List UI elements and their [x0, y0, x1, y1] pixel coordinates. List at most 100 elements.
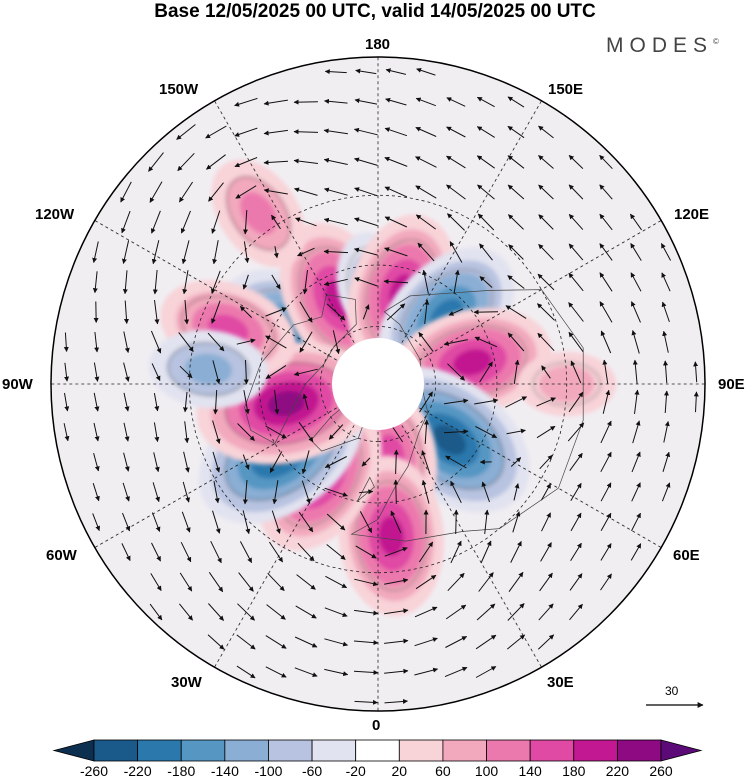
lon-label-60w: 60W — [46, 547, 77, 564]
pole-hole — [332, 338, 424, 430]
wind-arrow-icon — [632, 420, 641, 444]
colorbar-tick-label: -140 — [210, 763, 239, 779]
wind-arrow-icon — [205, 125, 227, 139]
wind-arrow-icon — [63, 423, 70, 442]
wind-arrow-icon — [506, 634, 526, 650]
wind-arrow-icon — [507, 96, 525, 108]
wind-arrow-icon — [538, 603, 554, 621]
wind-arrow-icon — [355, 68, 377, 75]
wind-arrow-icon — [92, 271, 98, 294]
wind-arrow-icon — [234, 157, 258, 168]
colorbar-tick-label: 20 — [391, 763, 408, 779]
wind-arrow-icon — [325, 575, 348, 589]
wind-arrow-icon — [507, 184, 525, 200]
lon-label-120w: 120W — [35, 206, 75, 223]
wind-arrow-icon — [242, 274, 249, 290]
wind-arrow-icon — [359, 511, 373, 534]
wind-arrow-icon — [243, 209, 248, 235]
wind-arrow-icon — [536, 397, 556, 407]
wind-arrow-icon — [354, 217, 378, 227]
anomaly-band — [452, 348, 492, 376]
wind-arrow-icon — [238, 572, 254, 592]
wind-arrow-icon — [92, 513, 101, 532]
lon-label-180: 180 — [365, 36, 391, 53]
wind-arrow-icon — [599, 272, 613, 292]
anomaly-band — [184, 353, 232, 385]
wind-arrow-icon — [353, 640, 379, 646]
wind-arrow-icon — [538, 155, 554, 169]
wind-arrow-icon — [176, 124, 196, 140]
wind-arrow-icon — [272, 480, 279, 505]
wind-arrow-icon — [453, 269, 460, 294]
wind-arrow-icon — [235, 185, 257, 199]
wind-arrow-icon — [123, 331, 130, 353]
wind-arrow-icon — [415, 214, 436, 230]
wind-arrow-icon — [661, 482, 671, 502]
latitude-circle — [319, 325, 437, 443]
wind-arrow-icon — [120, 181, 132, 203]
wind-arrow-icon — [211, 300, 221, 324]
wind-arrow-icon — [568, 331, 584, 352]
wind-arrow-icon — [265, 307, 287, 317]
wind-arrow-icon — [508, 571, 524, 592]
wind-arrow-icon — [569, 603, 583, 621]
wind-arrow-icon — [600, 330, 612, 354]
wind-arrow-icon — [182, 270, 189, 295]
wind-arrow-icon — [384, 247, 408, 257]
wind-arrow-icon — [513, 483, 520, 501]
wind-arrow-icon — [568, 155, 584, 169]
wind-arrow-icon — [415, 185, 437, 199]
wind-arrow-icon — [599, 213, 613, 231]
wind-arrow-icon — [631, 451, 641, 473]
wind-arrow-icon — [507, 603, 525, 621]
wind-arrow-icon — [393, 479, 399, 505]
wind-arrow-icon — [151, 363, 161, 382]
wind-arrow-icon — [149, 603, 163, 621]
wind-arrow-icon — [386, 303, 406, 321]
wind-arrow-icon — [152, 269, 158, 295]
wind-arrow-icon — [421, 450, 431, 474]
wind-arrow-icon — [181, 511, 191, 533]
wind-arrow-icon — [152, 482, 160, 503]
wind-arrow-icon — [446, 97, 466, 107]
colorbar-tick-label: 180 — [562, 763, 586, 779]
wind-arrow-icon — [384, 186, 408, 198]
wind-arrow-icon — [212, 240, 219, 265]
wind-arrow-icon — [210, 540, 222, 564]
colorbar-tick-label: 100 — [474, 763, 499, 779]
wind-arrow-icon — [239, 541, 253, 564]
wind-arrow-icon — [541, 512, 551, 532]
wind-arrow-icon — [538, 125, 554, 139]
wind-arrow-icon — [445, 455, 467, 469]
wind-arrow-icon — [384, 638, 409, 644]
wind-arrow-icon — [479, 361, 493, 383]
wind-arrow-icon — [323, 217, 348, 226]
wind-arrow-icon — [450, 540, 462, 564]
wind-arrow-icon — [153, 393, 160, 412]
wind-arrow-icon — [510, 457, 522, 467]
wind-arrow-icon — [182, 481, 191, 503]
wind-arrow-icon — [299, 301, 313, 323]
wind-arrow-icon — [538, 243, 554, 261]
wind-arrow-icon — [92, 483, 100, 502]
wind-arrow-icon — [449, 241, 463, 263]
wind-arrow-icon — [568, 391, 584, 413]
wind-arrow-icon — [536, 425, 556, 439]
wind-arrow-icon — [269, 451, 283, 473]
lon-label-60e: 60E — [673, 547, 700, 564]
wind-arrow-icon — [212, 451, 221, 473]
anomaly-contour — [167, 342, 250, 396]
wind-arrow-icon — [354, 277, 378, 287]
coastline — [244, 294, 357, 444]
wind-arrow-icon — [479, 276, 493, 288]
wind-arrow-icon — [242, 454, 250, 470]
anomaly-band — [240, 192, 277, 235]
wind-arrow-icon — [295, 605, 317, 619]
wind-arrow-icon — [178, 332, 194, 352]
wind-arrow-icon — [150, 573, 162, 592]
colorbar-tick-label: -220 — [123, 763, 152, 779]
colorbar-tick-label: -260 — [79, 763, 109, 779]
wind-arrow-icon — [505, 305, 527, 319]
map-border — [50, 56, 706, 712]
wind-arrow-icon — [359, 489, 374, 495]
